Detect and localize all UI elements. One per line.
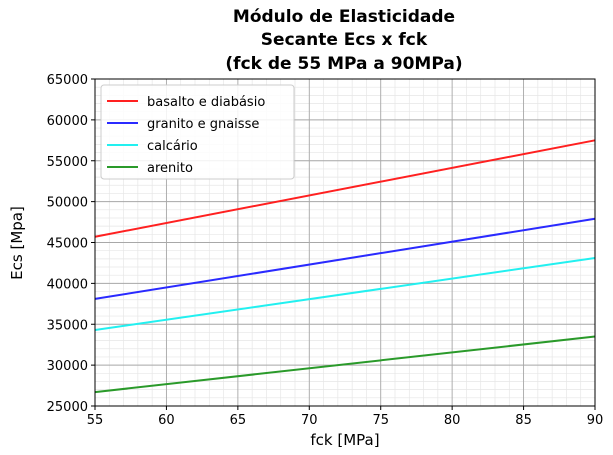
- x-axis-ticks: 55 60 65 70 75 80 85 90: [87, 406, 604, 428]
- y-tick-label: 65000: [47, 73, 88, 88]
- y-axis-ticks: 25000 30000 35000 40000 45000 50000 55000 60000…: [47, 73, 95, 415]
- y-tick-label: 40000: [47, 277, 88, 292]
- x-tick-label: 60: [158, 413, 175, 428]
- series-line-1: [94, 139, 596, 238]
- y-tick-label: 30000: [47, 359, 88, 374]
- y-tick-label: 50000: [47, 196, 88, 211]
- legend-label-3: calcário: [147, 139, 198, 154]
- y-tick-label: 60000: [47, 114, 88, 129]
- y-tick-label: 25000: [47, 400, 88, 415]
- x-tick-label: 55: [87, 413, 104, 428]
- y-tick-label: 55000: [47, 155, 88, 170]
- chart-title: Módulo de Elasticidade Secante Ecs x fck…: [225, 7, 462, 74]
- series-line-2: [94, 217, 596, 300]
- x-tick-label: 65: [230, 413, 247, 428]
- y-tick-label: 35000: [47, 318, 88, 333]
- series-line-4: [94, 335, 596, 394]
- chart-title-line-1: Módulo de Elasticidade: [233, 7, 455, 27]
- x-tick-label: 90: [587, 413, 604, 428]
- y-axis-label: Ecs [Mpa]: [8, 206, 26, 280]
- x-tick-label: 85: [515, 413, 532, 428]
- chart-title-line-3: (fck de 55 MPa a 90MPa): [225, 54, 462, 74]
- chart-title-line-2: Secante Ecs x fck: [261, 30, 428, 50]
- series-lines: [94, 139, 596, 394]
- x-axis-label: fck [MPa]: [310, 431, 379, 449]
- legend-label-4: arenito: [147, 161, 193, 176]
- series-line-3: [94, 257, 596, 331]
- x-tick-label: 70: [301, 413, 318, 428]
- y-tick-label: 45000: [47, 237, 88, 252]
- legend-label-2: granito e gnaisse: [147, 117, 259, 132]
- legend: basalto e diabásio granito e gnaisse calcá…: [100, 84, 295, 180]
- legend-box: [100, 84, 295, 180]
- x-tick-label: 75: [372, 413, 389, 428]
- legend-label-1: basalto e diabásio: [147, 95, 265, 110]
- x-tick-label: 80: [444, 413, 461, 428]
